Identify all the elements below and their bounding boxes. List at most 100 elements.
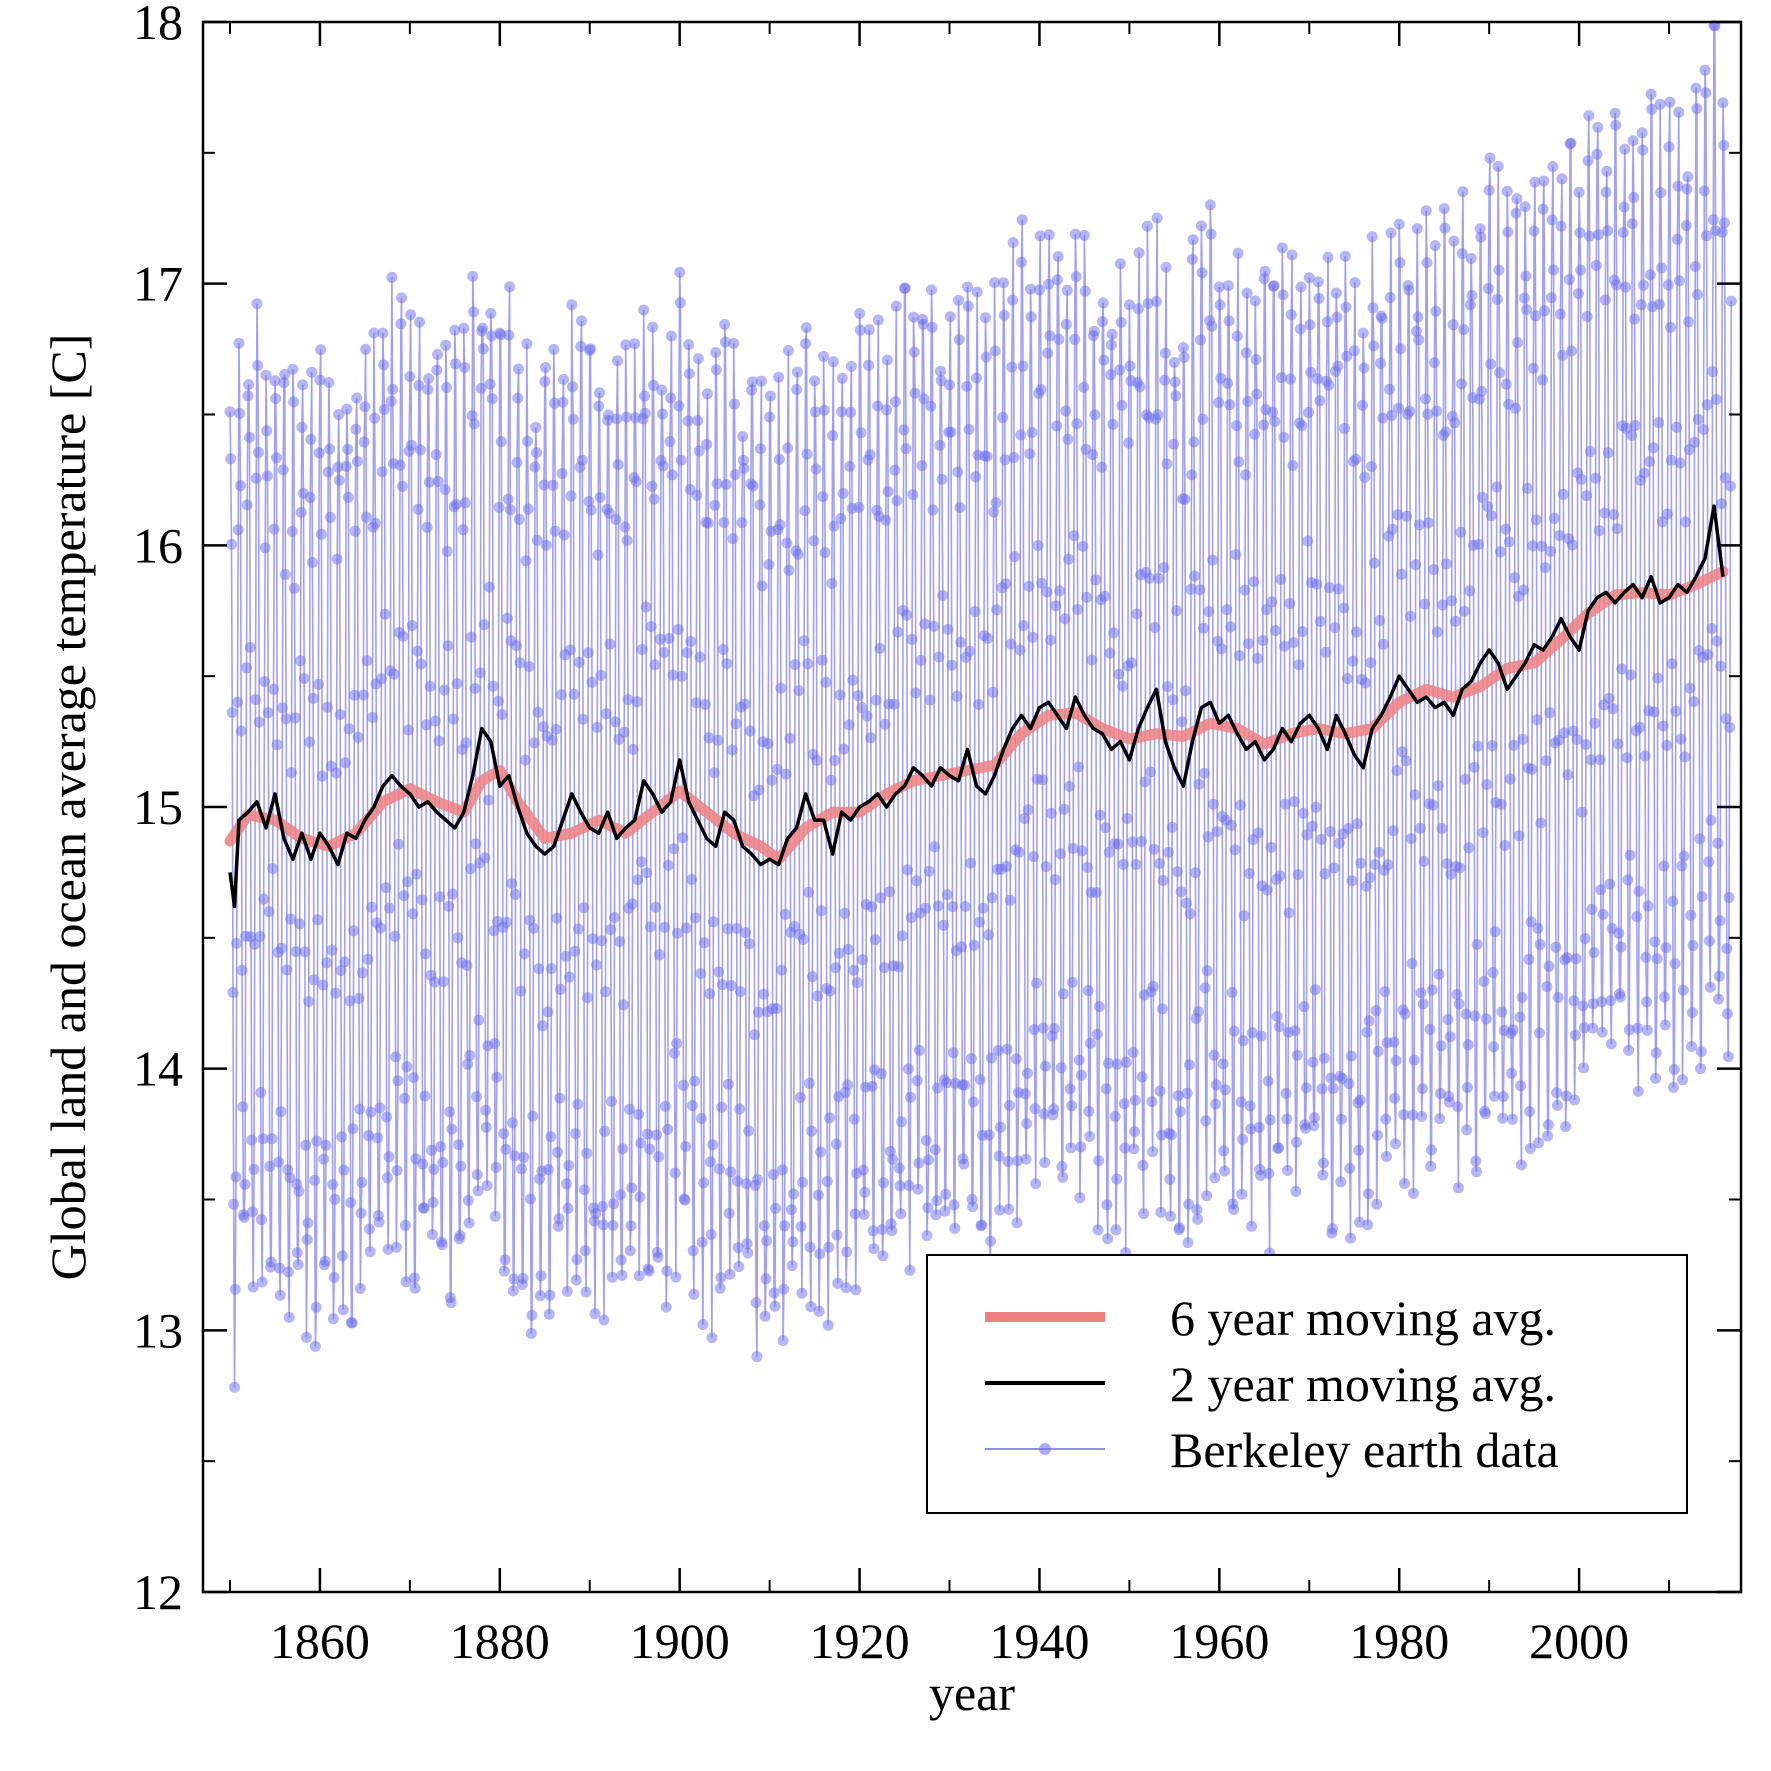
berkeley-earth-data-point <box>1023 580 1035 592</box>
berkeley-earth-data-point <box>704 1156 716 1168</box>
berkeley-earth-data-point <box>795 1221 807 1232</box>
berkeley-earth-data-point <box>987 686 999 698</box>
berkeley-earth-data-point <box>1609 107 1621 119</box>
berkeley-earth-data-point <box>564 971 575 983</box>
berkeley-earth-data-point <box>621 534 633 546</box>
berkeley-earth-data-point <box>438 976 450 988</box>
berkeley-earth-data-point <box>1704 935 1715 947</box>
berkeley-earth-data-point <box>912 1183 924 1195</box>
berkeley-earth-data-point <box>1479 1108 1491 1120</box>
berkeley-earth-data-point <box>1656 262 1668 274</box>
berkeley-earth-data-point <box>1536 374 1548 386</box>
berkeley-earth-data-point <box>1495 798 1507 810</box>
berkeley-earth-data-point <box>1442 1014 1454 1025</box>
berkeley-earth-data-point <box>1232 247 1244 259</box>
berkeley-earth-data-point <box>1411 325 1422 337</box>
berkeley-earth-data-point <box>1235 1096 1247 1108</box>
berkeley-earth-data-point <box>1102 1233 1114 1245</box>
berkeley-earth-data-point <box>731 1175 743 1187</box>
berkeley-earth-data-point <box>495 329 507 341</box>
berkeley-earth-data-point <box>459 497 471 509</box>
berkeley-earth-data-point <box>528 922 539 934</box>
berkeley-earth-data-point <box>1544 707 1556 719</box>
berkeley-earth-data-point <box>296 421 308 433</box>
berkeley-earth-data-point <box>1162 681 1174 693</box>
berkeley-earth-data-point <box>457 524 469 536</box>
berkeley-earth-data-point <box>1461 1082 1473 1093</box>
berkeley-earth-data-point <box>1333 837 1345 849</box>
berkeley-earth-data-point <box>1638 467 1650 479</box>
berkeley-earth-data-point <box>1158 562 1170 574</box>
berkeley-earth-data-point <box>1492 160 1504 172</box>
berkeley-earth-data-point <box>946 659 958 671</box>
berkeley-earth-data-point <box>809 406 821 418</box>
berkeley-earth-data-point <box>327 1179 339 1190</box>
berkeley-earth-data-point <box>1081 591 1093 603</box>
berkeley-earth-data-point <box>460 737 472 749</box>
berkeley-earth-data-point <box>824 1112 836 1124</box>
berkeley-earth-data-point <box>665 392 677 404</box>
berkeley-earth-data-point <box>1621 752 1633 764</box>
berkeley-earth-data-point <box>1069 333 1081 345</box>
berkeley-earth-data-point <box>1030 1178 1042 1190</box>
berkeley-earth-data-point <box>908 311 919 323</box>
berkeley-earth-data-point <box>948 1199 960 1211</box>
berkeley-earth-data-point <box>537 721 549 733</box>
berkeley-earth-data-point <box>891 495 903 507</box>
berkeley-earth-data-point <box>316 770 328 782</box>
berkeley-earth-data-point <box>1004 1099 1015 1111</box>
berkeley-earth-data-point <box>741 1238 753 1250</box>
berkeley-earth-data-point <box>1584 230 1596 242</box>
berkeley-earth-data-point <box>1633 885 1645 897</box>
berkeley-earth-data-point <box>320 1139 332 1151</box>
berkeley-earth-data-point <box>1535 817 1547 829</box>
berkeley-earth-data-point <box>872 314 884 326</box>
berkeley-earth-data-point <box>1713 970 1725 982</box>
berkeley-earth-data-point <box>870 694 882 706</box>
berkeley-earth-data-point <box>442 640 454 652</box>
berkeley-earth-data-point <box>1192 1006 1204 1018</box>
berkeley-earth-data-point <box>1167 694 1179 706</box>
berkeley-earth-data-point <box>648 379 659 391</box>
berkeley-earth-data-point <box>1013 846 1025 858</box>
berkeley-earth-data-point <box>710 347 722 358</box>
berkeley-earth-data-point <box>444 1106 456 1118</box>
berkeley-earth-data-point <box>1437 599 1449 611</box>
berkeley-earth-data-point <box>1058 803 1070 815</box>
berkeley-earth-data-point <box>1019 1088 1031 1100</box>
berkeley-earth-data-point <box>1054 585 1066 597</box>
y-tick-label: 17 <box>133 256 183 312</box>
berkeley-earth-data-point <box>985 1235 997 1247</box>
berkeley-earth-data-point <box>755 443 767 455</box>
berkeley-earth-data-point <box>365 1106 377 1118</box>
berkeley-earth-data-point <box>1571 733 1583 745</box>
berkeley-earth-data-point <box>528 737 540 749</box>
berkeley-earth-data-point <box>1679 751 1691 763</box>
berkeley-earth-data-point <box>352 731 364 743</box>
berkeley-earth-data-point <box>812 990 824 1002</box>
berkeley-earth-data-point <box>348 925 360 937</box>
berkeley-earth-data-point <box>641 867 653 879</box>
berkeley-earth-data-point <box>1218 1145 1230 1157</box>
berkeley-earth-data-point <box>535 1270 547 1282</box>
berkeley-earth-data-point <box>1036 577 1048 589</box>
berkeley-earth-data-point <box>300 1139 312 1151</box>
berkeley-earth-data-point <box>1198 767 1210 779</box>
berkeley-earth-data-point <box>1578 1062 1590 1074</box>
berkeley-earth-data-point <box>512 392 524 404</box>
berkeley-earth-data-point <box>1695 1046 1707 1058</box>
berkeley-earth-data-point <box>347 1123 359 1135</box>
x-tick-label: 1880 <box>450 1613 550 1669</box>
berkeley-earth-data-point <box>932 1082 943 1094</box>
berkeley-earth-data-point <box>941 1077 952 1089</box>
berkeley-earth-data-point <box>586 676 598 688</box>
berkeley-earth-data-point <box>704 988 716 1000</box>
berkeley-earth-data-point <box>378 359 390 371</box>
berkeley-earth-data-point <box>1417 1083 1428 1095</box>
berkeley-earth-data-point <box>779 908 791 920</box>
berkeley-earth-data-point <box>514 657 526 669</box>
berkeley-earth-data-point <box>1651 953 1663 965</box>
berkeley-earth-data-point <box>1690 82 1702 94</box>
berkeley-earth-data-point <box>1618 201 1630 213</box>
berkeley-earth-data-point <box>1240 469 1252 481</box>
